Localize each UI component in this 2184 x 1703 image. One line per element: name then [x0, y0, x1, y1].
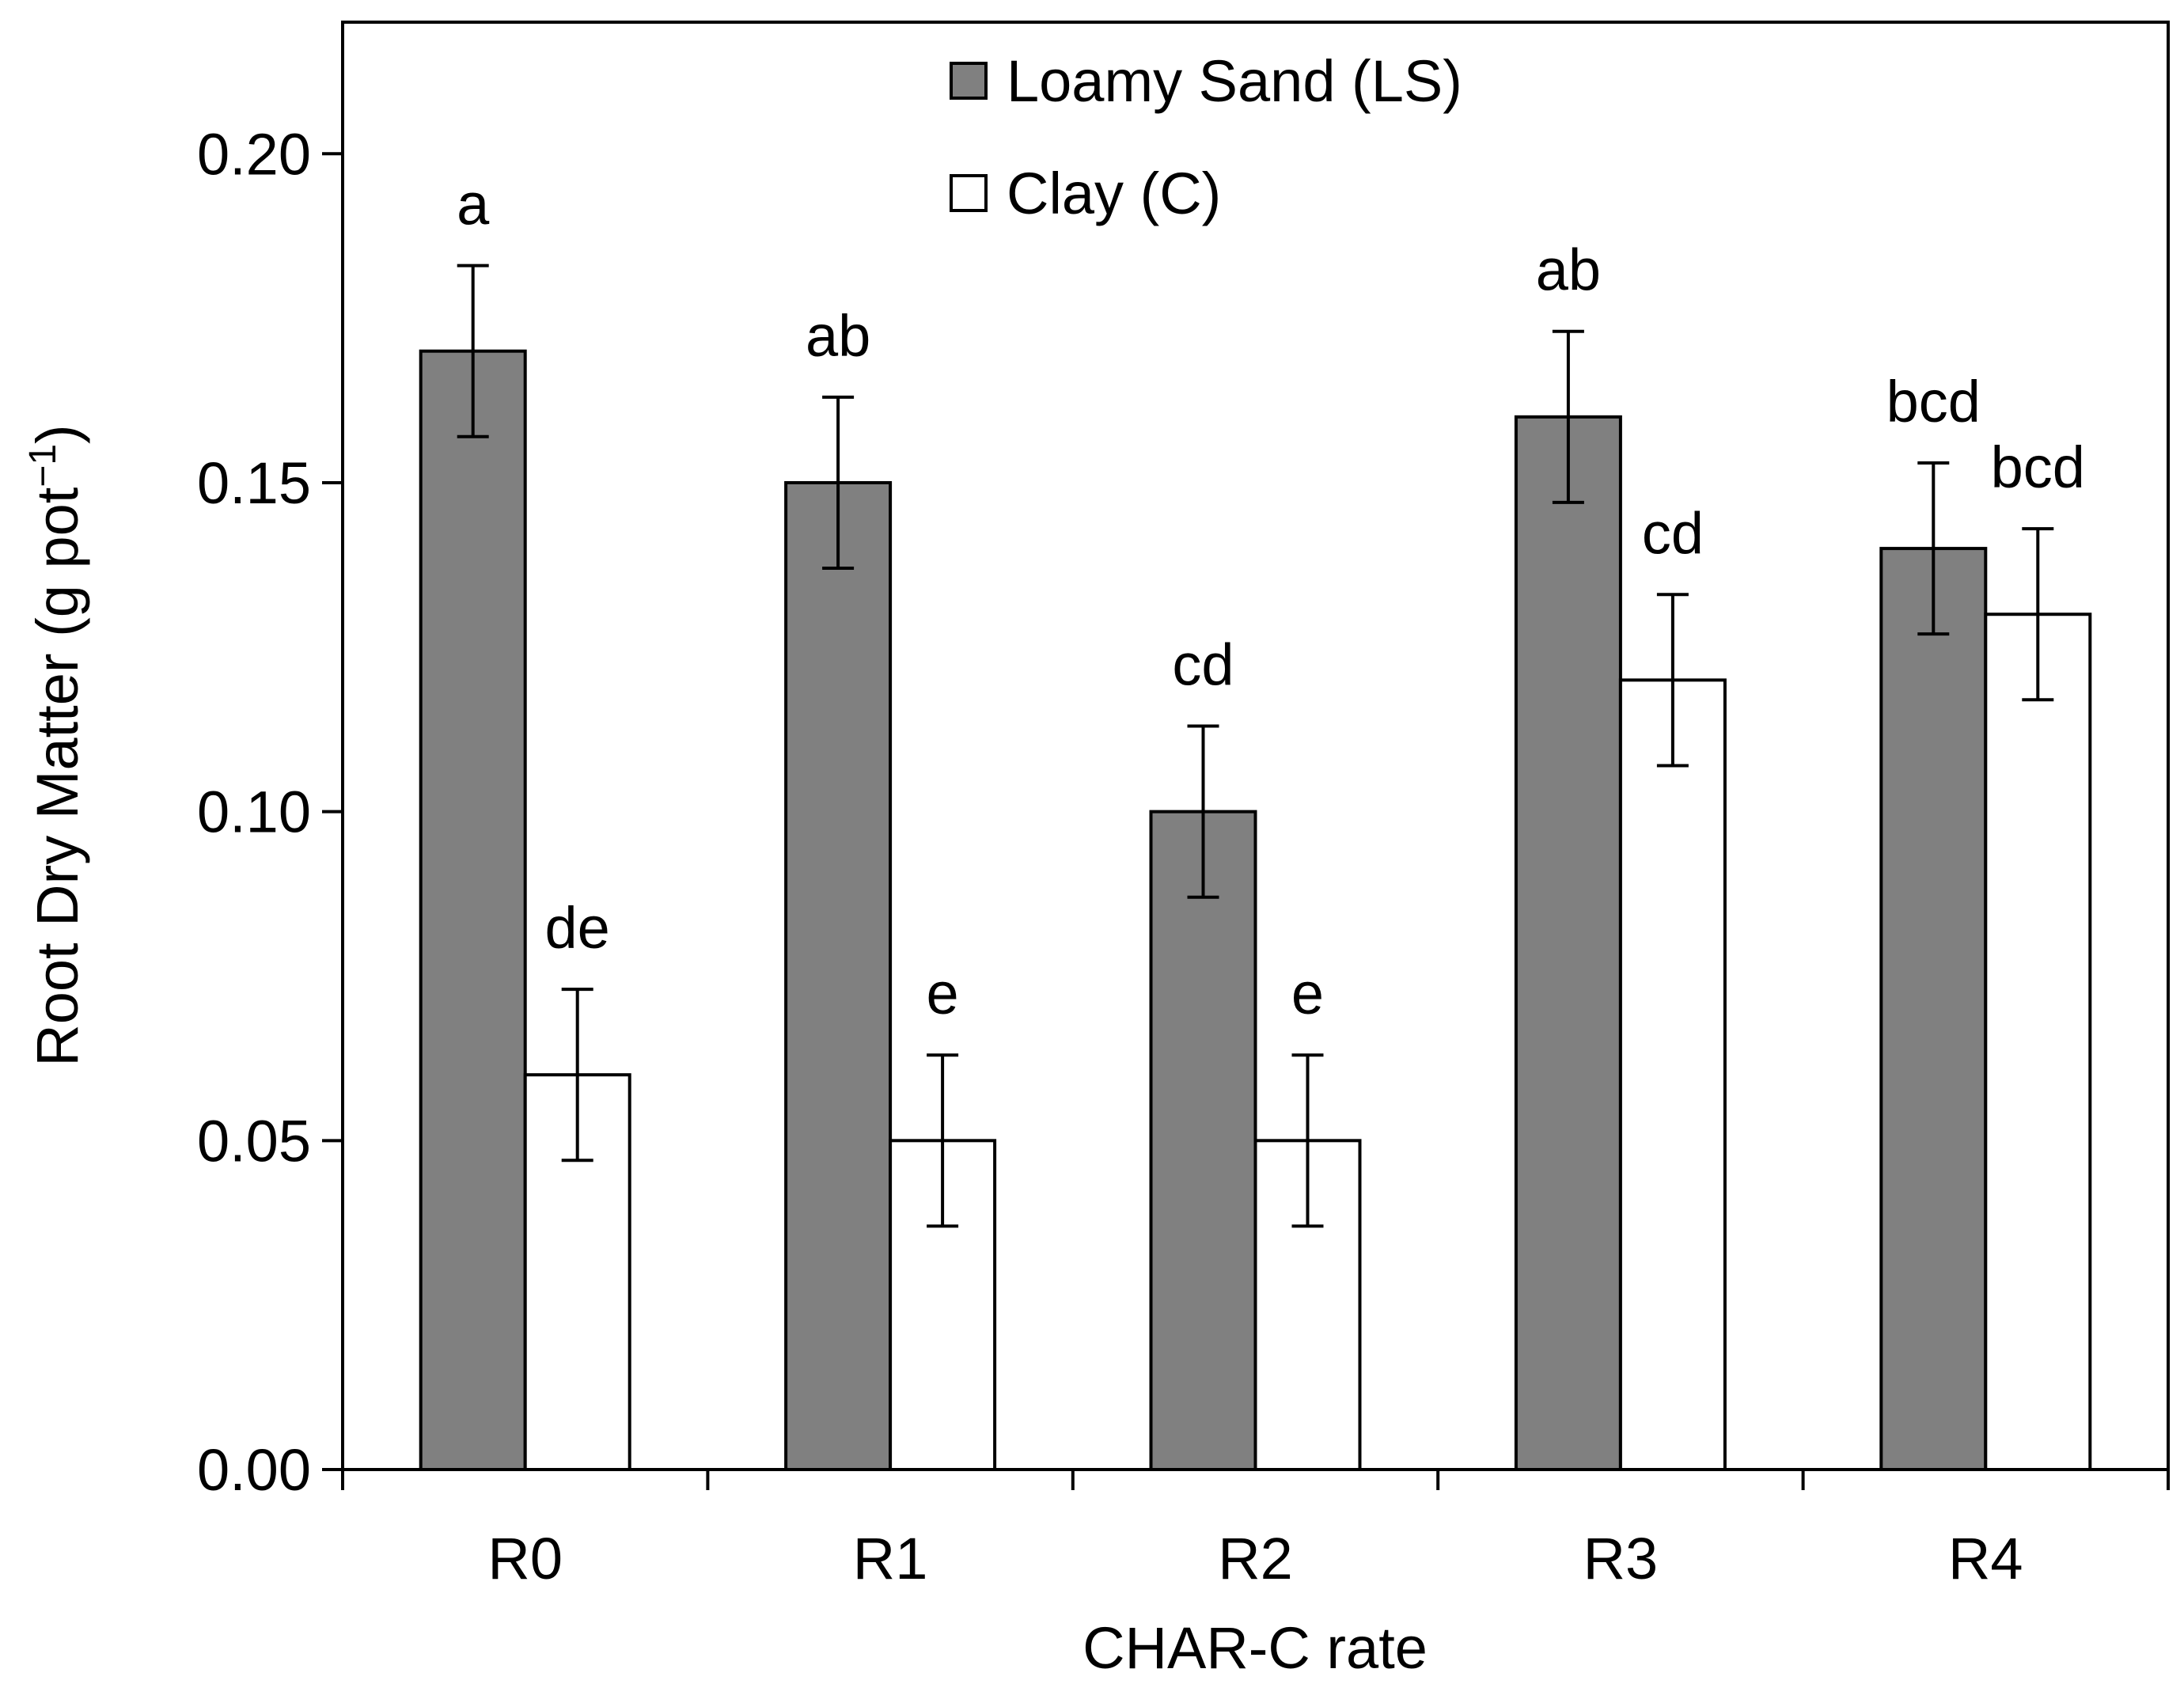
- y-tick-label: 0.20: [197, 121, 311, 187]
- significance-letter-loamy-sand-ls-r4: bcd: [1886, 369, 1981, 434]
- y-tick-label: 0.15: [197, 450, 311, 516]
- significance-letter-clay-c-r2: e: [1291, 961, 1324, 1026]
- y-axis-title-text: Root Dry Matter (g pot: [25, 487, 90, 1066]
- bar-loamy-sand-ls-r4: [1879, 547, 1988, 1471]
- y-tick-label: 0.05: [197, 1108, 311, 1174]
- y-axis-title: Root Dry Matter (g pot−1): [22, 424, 90, 1066]
- bar-loamy-sand-ls-r1: [784, 480, 893, 1471]
- bar-loamy-sand-ls-r2: [1149, 810, 1257, 1471]
- x-tick-label-r1: R1: [853, 1526, 928, 1591]
- significance-letter-loamy-sand-ls-r2: cd: [1172, 632, 1234, 698]
- y-axis-title-superscript: −1: [22, 444, 64, 487]
- x-tick-label-r0: R0: [487, 1526, 563, 1591]
- y-axis: 0.00 0.05 0.10 0.15 0.20: [197, 121, 343, 1503]
- bar-loamy-sand-ls-r0: [419, 349, 527, 1472]
- x-axis-title: CHAR-C rate: [1083, 1615, 1428, 1681]
- bar-clay-c-r4: [1984, 613, 2092, 1471]
- x-tick-label-r2: R2: [1218, 1526, 1293, 1591]
- significance-letter-clay-c-r3: cd: [1642, 500, 1704, 566]
- legend-swatch-loamy-sand: [950, 62, 988, 100]
- bar-clay-c-r3: [1618, 678, 1727, 1471]
- error-bars-layer: [457, 264, 2054, 1228]
- significance-letter-clay-c-r4: bcd: [1991, 434, 2085, 500]
- x-axis: R0 R1 R2 R3 R4: [341, 1470, 2170, 1591]
- significance-letter-loamy-sand-ls-r3: ab: [1536, 237, 1601, 303]
- y-tick-label: 0.00: [197, 1437, 311, 1503]
- legend-swatch-clay: [950, 174, 988, 212]
- bar-loamy-sand-ls-r3: [1514, 415, 1622, 1471]
- x-tick-label-r3: R3: [1583, 1526, 1659, 1591]
- y-axis-title-close: ): [25, 424, 90, 444]
- significance-letter-loamy-sand-ls-r1: ab: [806, 303, 870, 369]
- legend: Loamy Sand (LS) Clay (C): [950, 48, 1462, 226]
- legend-label-clay: Clay (C): [1007, 161, 1221, 226]
- significance-letter-clay-c-r0: de: [545, 895, 610, 961]
- x-tick-label-r4: R4: [1948, 1526, 2023, 1591]
- bars-layer: [419, 349, 2092, 1472]
- legend-label-loamy-sand: Loamy Sand (LS): [1007, 48, 1462, 114]
- y-tick-label: 0.10: [197, 779, 311, 845]
- significance-letter-clay-c-r1: e: [927, 961, 959, 1026]
- significance-letter-loamy-sand-ls-r0: a: [457, 172, 490, 237]
